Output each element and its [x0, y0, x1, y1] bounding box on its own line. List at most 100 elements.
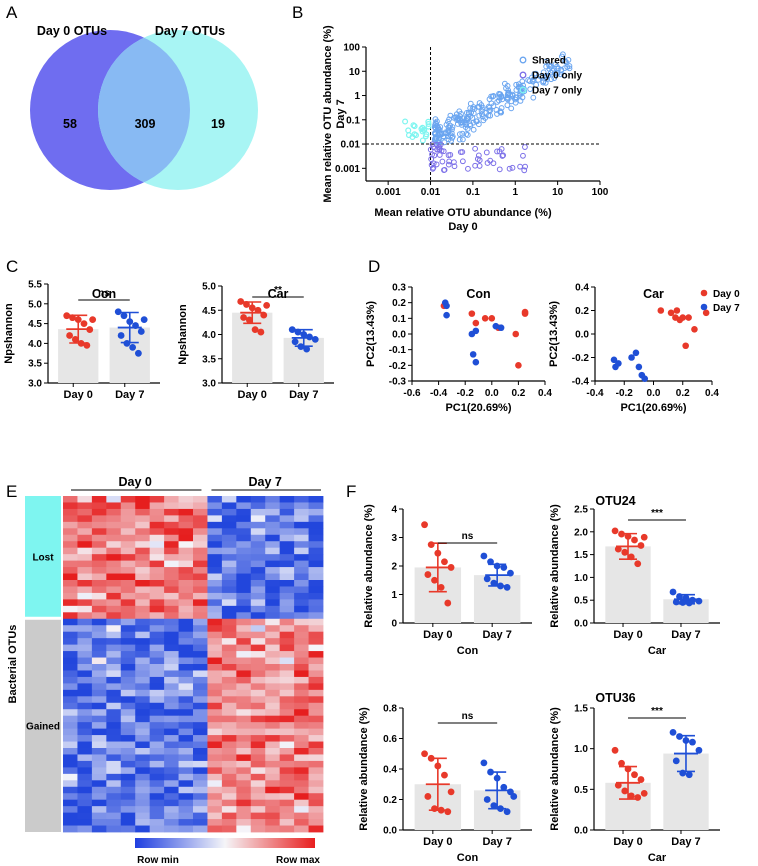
heatmap-cell	[77, 618, 93, 626]
heatmap-cell	[164, 651, 179, 658]
pca-point	[472, 358, 480, 366]
heatmap-cell	[250, 676, 266, 684]
legend-label: Day 0	[713, 289, 740, 300]
shared-point	[543, 74, 550, 81]
heatmap-cell	[193, 547, 208, 555]
heatmap-cell	[77, 683, 93, 691]
data-point	[503, 808, 511, 816]
day0-only-point	[445, 161, 452, 168]
heatmap-cell	[265, 508, 281, 516]
heatmap-cell	[250, 735, 266, 742]
heatmap-cell	[236, 812, 252, 820]
heatmap-cell	[77, 638, 93, 646]
heatmap-cell	[308, 819, 324, 826]
legend-label: Day 0 only	[532, 71, 582, 82]
heatmap-cell	[250, 786, 266, 794]
heatmap-cell	[308, 728, 324, 736]
heatmap-cell	[91, 651, 107, 658]
heatmap-cell	[193, 651, 208, 658]
scatter-chart-b: 0.001 0.01 0.1 1 10 1001001010.10.010.001Mean…	[322, 25, 609, 233]
heatmap-cell	[77, 676, 93, 684]
heatmap-cell	[164, 806, 179, 814]
heatmap-cell	[106, 780, 122, 788]
heatmap-cell	[308, 592, 324, 600]
heatmap-cell	[178, 767, 194, 775]
heatmap-cell	[193, 554, 208, 562]
heatmap-cell	[265, 773, 281, 781]
heatmap-cell	[250, 586, 266, 594]
heatmap-cell	[178, 715, 194, 723]
heatmap-cell	[91, 806, 107, 814]
heatmap-cell	[193, 631, 208, 639]
heatmap-cell	[265, 670, 281, 678]
heatmap-cell	[236, 651, 252, 658]
heatmap-cell	[135, 580, 151, 587]
heatmap-cell	[308, 702, 324, 710]
heatmap-cell	[63, 793, 78, 801]
heatmap-cell	[250, 541, 266, 549]
heatmap-cell	[250, 696, 266, 704]
heatmap-cell	[294, 806, 309, 814]
heatmap-cell	[106, 605, 122, 613]
day0-only-point	[429, 165, 436, 172]
heatmap-cell	[250, 760, 266, 768]
shared-point	[564, 64, 571, 70]
data-point	[611, 746, 619, 754]
heatmap-cell	[63, 806, 78, 814]
heatmap-cell	[149, 560, 165, 568]
heatmap-cell	[178, 676, 194, 684]
heatmap-cell	[265, 728, 281, 736]
x-tick-label: Day 7	[671, 629, 700, 641]
heatmap-cell	[308, 586, 324, 594]
heatmap-cell	[135, 631, 151, 639]
heatmap-cell	[149, 702, 165, 710]
heatmap-cell	[63, 496, 78, 503]
heatmap-cell	[91, 631, 107, 639]
heatmap-cell	[63, 528, 78, 536]
shared-point	[451, 114, 457, 121]
y-axis-subtitle: Day 7	[335, 99, 347, 128]
heatmap-cell	[135, 560, 151, 568]
heatmap-cell	[106, 709, 122, 717]
heatmap-cell	[63, 786, 78, 794]
heatmap-cell	[221, 812, 237, 820]
heatmap-cell	[178, 812, 194, 820]
x-tick-label: 0.4	[705, 388, 719, 399]
legend-marker	[700, 289, 708, 297]
y-tick-label: -0.3	[389, 377, 407, 388]
heatmap-cell	[279, 728, 295, 736]
heatmap-cell	[221, 657, 237, 665]
heatmap-cell	[250, 592, 266, 600]
day0-only-point	[439, 158, 446, 165]
heatmap-cell	[193, 638, 208, 646]
heatmap-cell	[236, 715, 252, 723]
heatmap-cell	[149, 754, 165, 762]
panel-label-f: F	[346, 482, 356, 501]
heatmap-cell	[265, 592, 281, 600]
heatmap-cell	[236, 515, 252, 523]
y-tick-label: 4.0	[202, 330, 216, 341]
heatmap-cell	[164, 508, 179, 516]
heatmap-cell	[250, 819, 266, 826]
shared-point	[475, 121, 482, 128]
heatmap-cell	[135, 689, 151, 697]
heatmap-cell	[77, 715, 93, 723]
heatmap-cell	[77, 735, 93, 742]
heatmap-cell	[106, 496, 122, 503]
heatmap-cell	[120, 541, 136, 549]
heatmap-cell	[308, 560, 324, 568]
heatmap-cell	[279, 651, 295, 658]
heatmap-cell	[164, 657, 179, 665]
heatmap-cell	[91, 599, 107, 607]
heatmap-cell	[178, 508, 194, 516]
heatmap-cell	[250, 508, 266, 516]
heatmap-cell	[250, 651, 266, 658]
heatmap-cell	[120, 612, 136, 620]
pca-point	[443, 311, 450, 319]
heatmap-cell	[77, 812, 93, 820]
heatmap-cell	[221, 547, 237, 555]
heatmap-cell	[63, 715, 78, 723]
heatmap-cell	[250, 702, 266, 710]
heatmap-cell	[120, 508, 136, 516]
shared-point	[476, 112, 483, 119]
